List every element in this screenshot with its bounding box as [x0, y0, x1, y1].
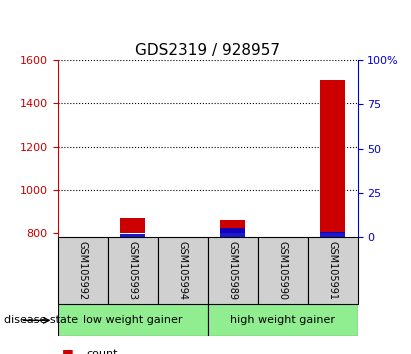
Bar [258, 237, 307, 304]
Bar [208, 304, 358, 336]
Text: GSM105991: GSM105991 [328, 241, 337, 300]
Text: high weight gainer: high weight gainer [230, 315, 335, 325]
Text: count: count [86, 349, 118, 354]
Text: disease state: disease state [4, 315, 78, 325]
Text: GSM105989: GSM105989 [228, 241, 238, 300]
Text: GSM105993: GSM105993 [127, 241, 138, 300]
Bar [320, 80, 345, 233]
Title: GDS2319 / 928957: GDS2319 / 928957 [135, 42, 280, 58]
Bar [157, 237, 208, 304]
Bar [120, 234, 145, 237]
Bar [58, 237, 108, 304]
Bar [120, 218, 145, 233]
Text: GSM105992: GSM105992 [78, 241, 88, 301]
Text: ■: ■ [62, 348, 74, 354]
Bar [220, 228, 245, 237]
Bar [58, 304, 208, 336]
Text: low weight gainer: low weight gainer [83, 315, 182, 325]
Bar [320, 232, 345, 237]
Bar [108, 237, 157, 304]
Bar [307, 237, 358, 304]
Bar [208, 237, 258, 304]
Text: GSM105994: GSM105994 [178, 241, 187, 300]
Bar [220, 220, 245, 233]
Text: GSM105990: GSM105990 [277, 241, 288, 300]
